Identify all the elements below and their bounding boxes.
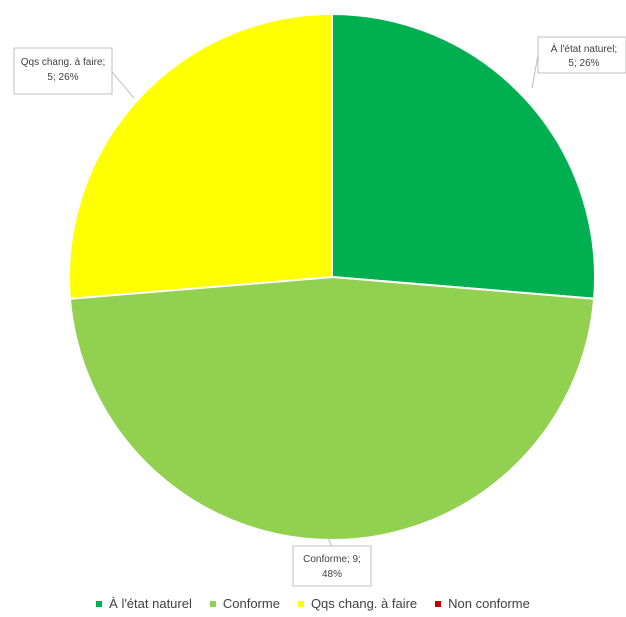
data-label-line: Qqs chang. à faire;	[21, 57, 106, 68]
pie-slice-etat-naturel	[331, 12, 596, 300]
legend-item-conforme: Conforme	[209, 596, 280, 611]
legend-label: À l'état naturel	[109, 596, 192, 611]
data-label-line: 48%	[322, 569, 342, 580]
legend-label: Qqs chang. à faire	[310, 596, 418, 611]
legend-item-qqs-chang: Qqs chang. à faire	[297, 596, 418, 611]
data-label-line: 5; 26%	[568, 58, 599, 69]
pie-slices	[68, 12, 596, 541]
data-label-line: 5; 26%	[47, 72, 78, 83]
data-label-etat-naturel: À l'état naturel; 5; 26%	[531, 36, 626, 89]
data-label-line: À l'état naturel;	[551, 42, 617, 55]
legend-swatch	[209, 600, 216, 607]
legend-item-etat-naturel: À l'état naturel	[96, 596, 192, 611]
data-label-qqs-chang: Qqs chang. à faire; 5; 26%	[13, 47, 135, 99]
legend-label: Conforme	[222, 596, 280, 611]
legend-swatch	[96, 600, 103, 607]
data-label-line: Conforme; 9;	[303, 554, 361, 565]
data-label-conforme: Conforme; 9; 48%	[292, 537, 372, 587]
legend-swatch	[297, 600, 304, 607]
legend-swatch	[435, 600, 442, 607]
pie-slice-conforme	[68, 275, 596, 541]
legend-label: Non conforme	[448, 596, 530, 611]
pie-slice-qqs-chang	[68, 12, 333, 300]
legend-item-non-conforme: Non conforme	[435, 596, 530, 611]
chart-legend: À l'état naturel Conforme Qqs chang. à f…	[0, 596, 626, 611]
